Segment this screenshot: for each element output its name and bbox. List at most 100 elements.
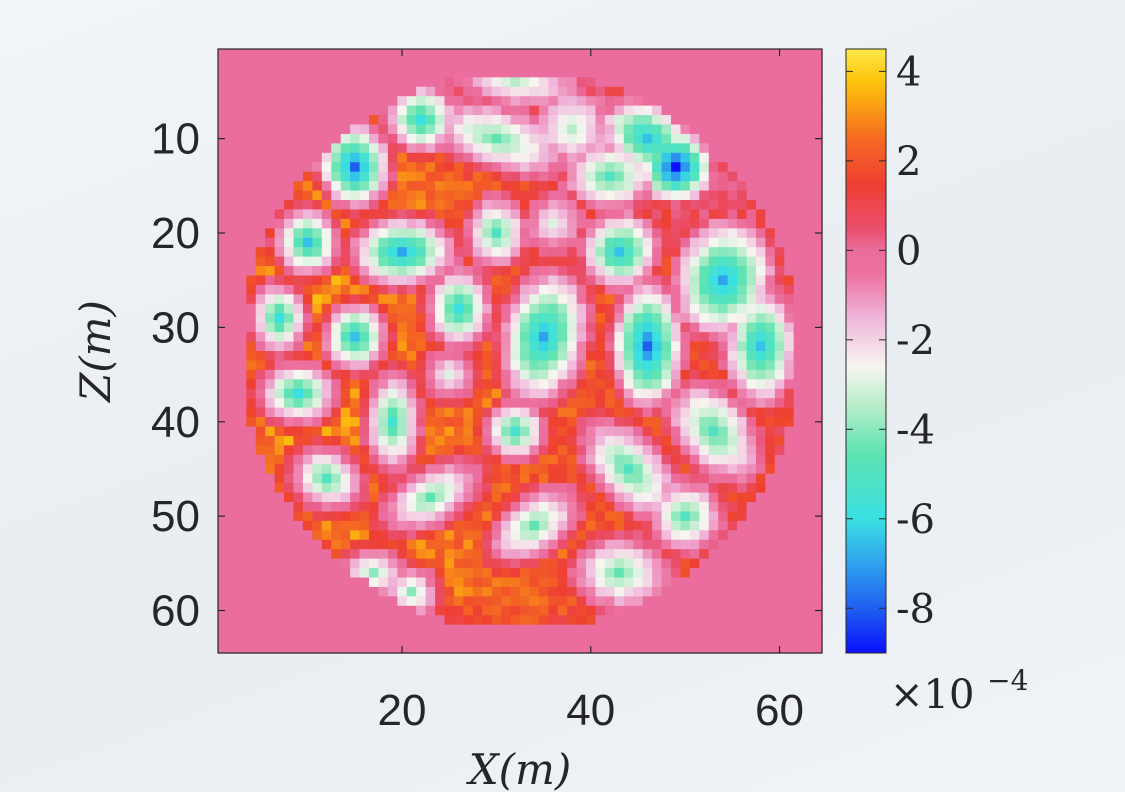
heatmap-cell	[755, 558, 766, 569]
heatmap-cell	[312, 643, 323, 654]
heatmap-cell	[227, 105, 238, 116]
heatmap-cell	[416, 502, 427, 513]
heatmap-cell	[340, 303, 351, 314]
heatmap-cell	[321, 577, 332, 588]
heatmap-cell	[435, 181, 446, 192]
heatmap-cell	[350, 445, 361, 456]
heatmap-cell	[680, 67, 691, 78]
heatmap-cell	[255, 615, 266, 626]
heatmap-cell	[397, 247, 408, 258]
heatmap-cell	[331, 605, 342, 616]
heatmap-cell	[652, 247, 663, 258]
heatmap-cell	[435, 360, 446, 371]
heatmap-cell	[406, 237, 417, 248]
heatmap-cell	[227, 454, 238, 465]
heatmap-cell	[538, 502, 549, 513]
heatmap-cell	[463, 568, 474, 579]
heatmap-cell	[746, 67, 757, 78]
heatmap-cell	[340, 181, 351, 192]
heatmap-cell	[331, 417, 342, 428]
heatmap-cell	[765, 351, 776, 362]
heatmap-cell	[576, 568, 587, 579]
heatmap-cell	[510, 266, 521, 277]
heatmap-cell	[548, 96, 559, 107]
heatmap-cell	[482, 332, 493, 343]
heatmap-cell	[302, 303, 313, 314]
heatmap-cell	[265, 624, 276, 635]
heatmap-cell	[765, 284, 776, 295]
heatmap-cell	[284, 492, 295, 503]
heatmap-cell	[642, 634, 653, 645]
heatmap-cell	[435, 190, 446, 201]
heatmap-cell	[680, 586, 691, 597]
heatmap-cell	[406, 303, 417, 314]
heatmap-cell	[302, 539, 313, 550]
heatmap-cell	[652, 435, 663, 446]
heatmap-cell	[755, 294, 766, 305]
heatmap-cell	[803, 152, 814, 163]
heatmap-cell	[482, 115, 493, 126]
heatmap-cell	[491, 86, 502, 97]
heatmap-cell	[765, 181, 776, 192]
heatmap-cell	[472, 520, 483, 531]
heatmap-cell	[284, 256, 295, 267]
heatmap-cell	[312, 237, 323, 248]
heatmap-cell	[501, 511, 512, 522]
heatmap-cell	[463, 105, 474, 116]
heatmap-cell	[406, 171, 417, 182]
heatmap-cell	[387, 341, 398, 352]
heatmap-cell	[755, 417, 766, 428]
heatmap-cell	[812, 492, 823, 503]
heatmap-cell	[369, 379, 380, 390]
heatmap-cell	[652, 294, 663, 305]
heatmap-cell	[812, 294, 823, 305]
heatmap-cell	[491, 549, 502, 560]
heatmap-cell	[538, 615, 549, 626]
heatmap-cell	[633, 115, 644, 126]
heatmap-cell	[520, 332, 531, 343]
heatmap-cell	[765, 218, 776, 229]
heatmap-cell	[595, 454, 606, 465]
heatmap-cell	[765, 256, 776, 267]
heatmap-cell	[671, 181, 682, 192]
heatmap-cell	[520, 454, 531, 465]
heatmap-cell	[595, 464, 606, 475]
heatmap-cell	[218, 568, 229, 579]
heatmap-cell	[642, 303, 653, 314]
heatmap-cell	[755, 86, 766, 97]
heatmap-cell	[793, 49, 804, 60]
heatmap-cell	[586, 218, 597, 229]
heatmap-cell	[689, 143, 700, 154]
heatmap-cell	[708, 417, 719, 428]
heatmap-cell	[435, 133, 446, 144]
heatmap-cell	[397, 218, 408, 229]
heatmap-cell	[680, 492, 691, 503]
heatmap-cell	[793, 67, 804, 78]
heatmap-cell	[491, 473, 502, 484]
heatmap-cell	[586, 303, 597, 314]
heatmap-cell	[633, 256, 644, 267]
heatmap-cell	[265, 643, 276, 654]
heatmap-cell	[444, 133, 455, 144]
heatmap-cell	[359, 284, 370, 295]
heatmap-cell	[435, 143, 446, 154]
heatmap-cell	[463, 284, 474, 295]
heatmap-cell	[765, 332, 776, 343]
heatmap-cell	[340, 407, 351, 418]
heatmap-cell	[567, 568, 578, 579]
heatmap-cell	[680, 115, 691, 126]
heatmap-cell	[387, 379, 398, 390]
heatmap-cell	[689, 115, 700, 126]
heatmap-cell	[737, 209, 748, 220]
heatmap-cell	[472, 209, 483, 220]
heatmap-cell	[416, 77, 427, 88]
heatmap-cell	[623, 266, 634, 277]
heatmap-cell	[727, 417, 738, 428]
heatmap-cell	[265, 483, 276, 494]
heatmap-cell	[746, 256, 757, 267]
heatmap-cell	[680, 209, 691, 220]
heatmap-cell	[755, 464, 766, 475]
heatmap-cell	[236, 313, 247, 324]
heatmap-cell	[548, 200, 559, 211]
heatmap-cell	[369, 256, 380, 267]
